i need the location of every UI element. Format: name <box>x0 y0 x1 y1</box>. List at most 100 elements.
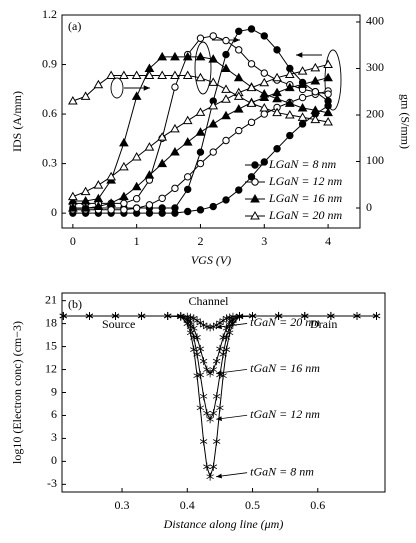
marker <box>310 76 321 85</box>
marker <box>93 180 104 189</box>
marker <box>212 357 221 366</box>
marker <box>272 72 282 82</box>
marker <box>284 69 295 78</box>
marker <box>132 195 141 203</box>
y-tick-label: 12 <box>45 361 57 375</box>
marker <box>273 145 281 153</box>
marker <box>235 27 243 35</box>
marker <box>199 437 208 446</box>
marker <box>196 159 205 168</box>
marker <box>120 206 128 214</box>
marker <box>80 186 91 196</box>
marker <box>196 403 205 412</box>
marker <box>170 123 180 133</box>
marker <box>272 93 282 103</box>
marker <box>158 194 166 202</box>
marker <box>221 94 231 103</box>
marker <box>259 89 270 98</box>
marker <box>157 70 168 79</box>
marker <box>260 110 268 118</box>
marker <box>196 206 205 214</box>
y2-tick-label: 200 <box>366 107 384 121</box>
marker <box>372 311 381 320</box>
series-line <box>63 315 377 479</box>
x-tick-label: 0.4 <box>180 498 195 512</box>
series-label: tGaN = 16 nm <box>250 361 320 375</box>
annotation: Source <box>102 317 135 331</box>
annotation: Drain <box>310 317 337 331</box>
marker <box>107 206 115 214</box>
x-tick-label: 2 <box>197 234 203 248</box>
marker <box>212 392 221 401</box>
x-tick-label: 0.5 <box>245 498 260 512</box>
marker <box>208 100 219 110</box>
marker <box>119 70 129 79</box>
marker <box>206 369 214 378</box>
marker <box>196 34 205 42</box>
marker <box>67 203 78 212</box>
marker <box>284 82 295 92</box>
y-tick-label: 18 <box>45 315 57 329</box>
marker <box>164 311 172 320</box>
marker <box>80 196 91 205</box>
marker <box>203 365 211 374</box>
marker <box>145 201 154 209</box>
marker <box>171 184 179 193</box>
marker <box>247 118 256 127</box>
y-axis-title: IDS (A/mm) <box>10 91 24 152</box>
y-tick-label: 1.2 <box>42 7 57 21</box>
marker <box>195 127 206 136</box>
marker <box>323 116 333 126</box>
marker <box>272 107 282 117</box>
marker <box>221 63 231 72</box>
marker <box>311 88 320 96</box>
plot-frame <box>61 14 361 229</box>
marker <box>203 409 211 418</box>
x-tick-label: 0 <box>70 234 76 248</box>
x-axis-title: Distance along line (μm) <box>163 517 284 531</box>
marker <box>131 91 142 100</box>
marker <box>246 82 257 92</box>
marker <box>157 158 168 168</box>
marker <box>80 203 91 212</box>
marker <box>273 46 281 54</box>
marker <box>260 158 268 166</box>
marker <box>195 107 206 116</box>
marker <box>259 103 270 112</box>
marker <box>235 186 243 194</box>
marker <box>250 193 260 203</box>
marker <box>131 181 142 191</box>
marker <box>182 51 193 61</box>
marker <box>144 142 155 151</box>
marker <box>186 328 195 337</box>
series-label: tGaN = 8 nm <box>250 464 314 478</box>
marker <box>298 120 307 128</box>
marker <box>184 207 192 216</box>
marker <box>353 311 361 320</box>
legend-label: LGaN = 12 nm <box>268 174 342 188</box>
y-tick-label: 0.9 <box>42 56 57 70</box>
y-axis-title: log10 (Electron conc) (cm−3) <box>10 321 24 464</box>
marker <box>310 114 321 124</box>
label-arrow <box>216 414 248 421</box>
legend-label: LGaN = 20 nm <box>268 208 342 222</box>
y-tick-label: 21 <box>45 292 57 306</box>
marker <box>184 173 192 181</box>
marker <box>182 70 193 79</box>
marker <box>301 311 309 320</box>
marker <box>132 204 141 212</box>
y2-tick-label: 0 <box>366 200 372 214</box>
marker <box>216 344 224 353</box>
marker <box>93 79 104 89</box>
marker <box>106 171 116 181</box>
marker <box>106 198 116 207</box>
marker <box>203 462 211 471</box>
marker <box>170 51 180 61</box>
marker <box>235 312 244 321</box>
marker <box>250 210 260 220</box>
marker <box>209 32 217 40</box>
marker <box>171 204 179 212</box>
label-arrow <box>216 368 248 376</box>
marker <box>119 191 129 201</box>
marker <box>247 173 256 181</box>
